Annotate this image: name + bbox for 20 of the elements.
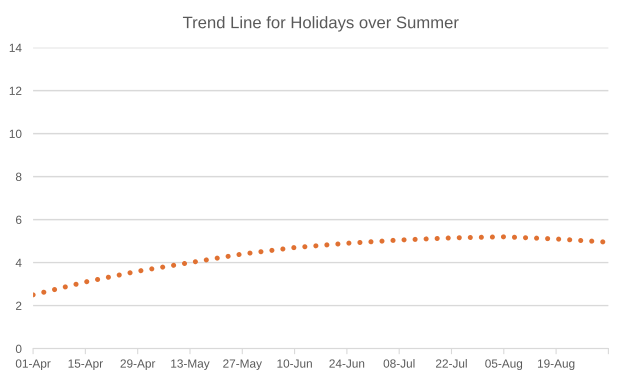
x-tick-label: 08-Jul [384,359,414,368]
x-tick-label: 19-Aug [538,359,574,370]
x-tick-label: 22-Jul [436,359,467,368]
x-tick-label: 05-Aug [485,359,522,370]
x-tick-label: 10-Jun [277,359,312,368]
chart-title: Trend Line for Holidays over Summer [182,16,459,32]
x-tick-label: 13-May [171,359,210,370]
y-tick-label: 0 [16,344,22,354]
x-tick-label: 01-Apr [16,359,51,370]
x-tick-label: 27-May [223,359,262,370]
y-tick-label: 8 [16,172,22,182]
x-tick-label: 29-Apr [120,359,156,370]
y-tick-label: 12 [10,86,22,95]
x-tick-label: 24-Jun [329,359,364,368]
x-tick-label: 15-Apr [68,359,103,370]
y-tick-label: 14 [10,44,22,52]
y-tick-label: 2 [16,302,22,310]
y-tick-label: 4 [16,258,22,267]
y-tick-label: 10 [10,130,22,138]
y-tick-label: 6 [16,216,22,224]
